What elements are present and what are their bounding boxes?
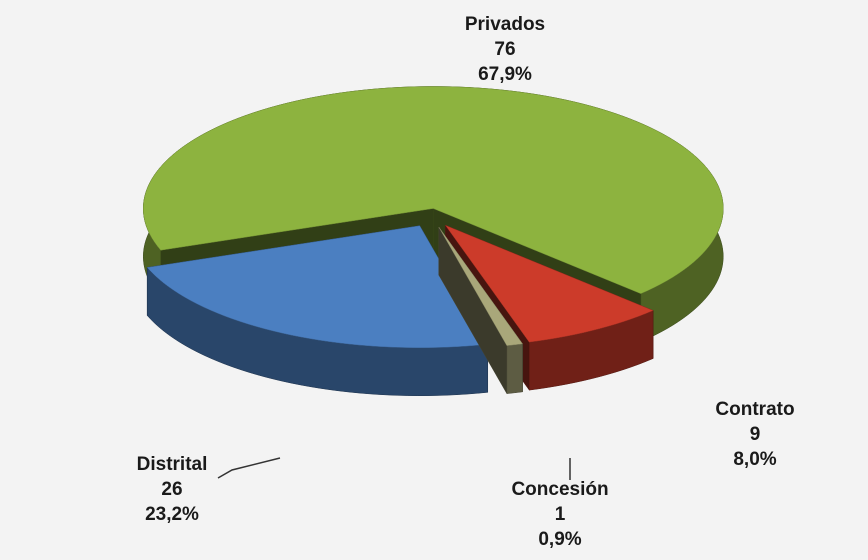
slice-label-name: Contrato bbox=[715, 399, 794, 420]
slice-top bbox=[444, 224, 654, 343]
slice-label-value: 26 bbox=[161, 479, 182, 500]
slice-label-percent: 8,0% bbox=[733, 449, 776, 470]
labels: Privados 76 67,9% Contrato 9 8,0% Concesión 1 0,… bbox=[137, 14, 795, 550]
slice-label-percent: 67,9% bbox=[478, 64, 532, 85]
slice-label-percent: 23,2% bbox=[145, 504, 199, 525]
leader-line bbox=[217, 457, 281, 479]
slice-label-name: Concesión bbox=[511, 479, 608, 500]
pie bbox=[143, 86, 724, 396]
slice-label-value: 1 bbox=[555, 504, 566, 525]
slice-label-value: 9 bbox=[750, 424, 761, 445]
slice-label-name: Distrital bbox=[137, 454, 208, 475]
slice bbox=[146, 224, 489, 396]
slice-label-percent: 0,9% bbox=[538, 529, 581, 550]
slice-top bbox=[438, 226, 524, 346]
slice bbox=[438, 226, 524, 395]
slice-top bbox=[146, 225, 489, 348]
slice-label-name: Privados bbox=[465, 14, 545, 35]
slice-outer-side bbox=[506, 343, 523, 394]
slice-label-value: 76 bbox=[494, 39, 515, 60]
slice-top bbox=[143, 86, 724, 294]
